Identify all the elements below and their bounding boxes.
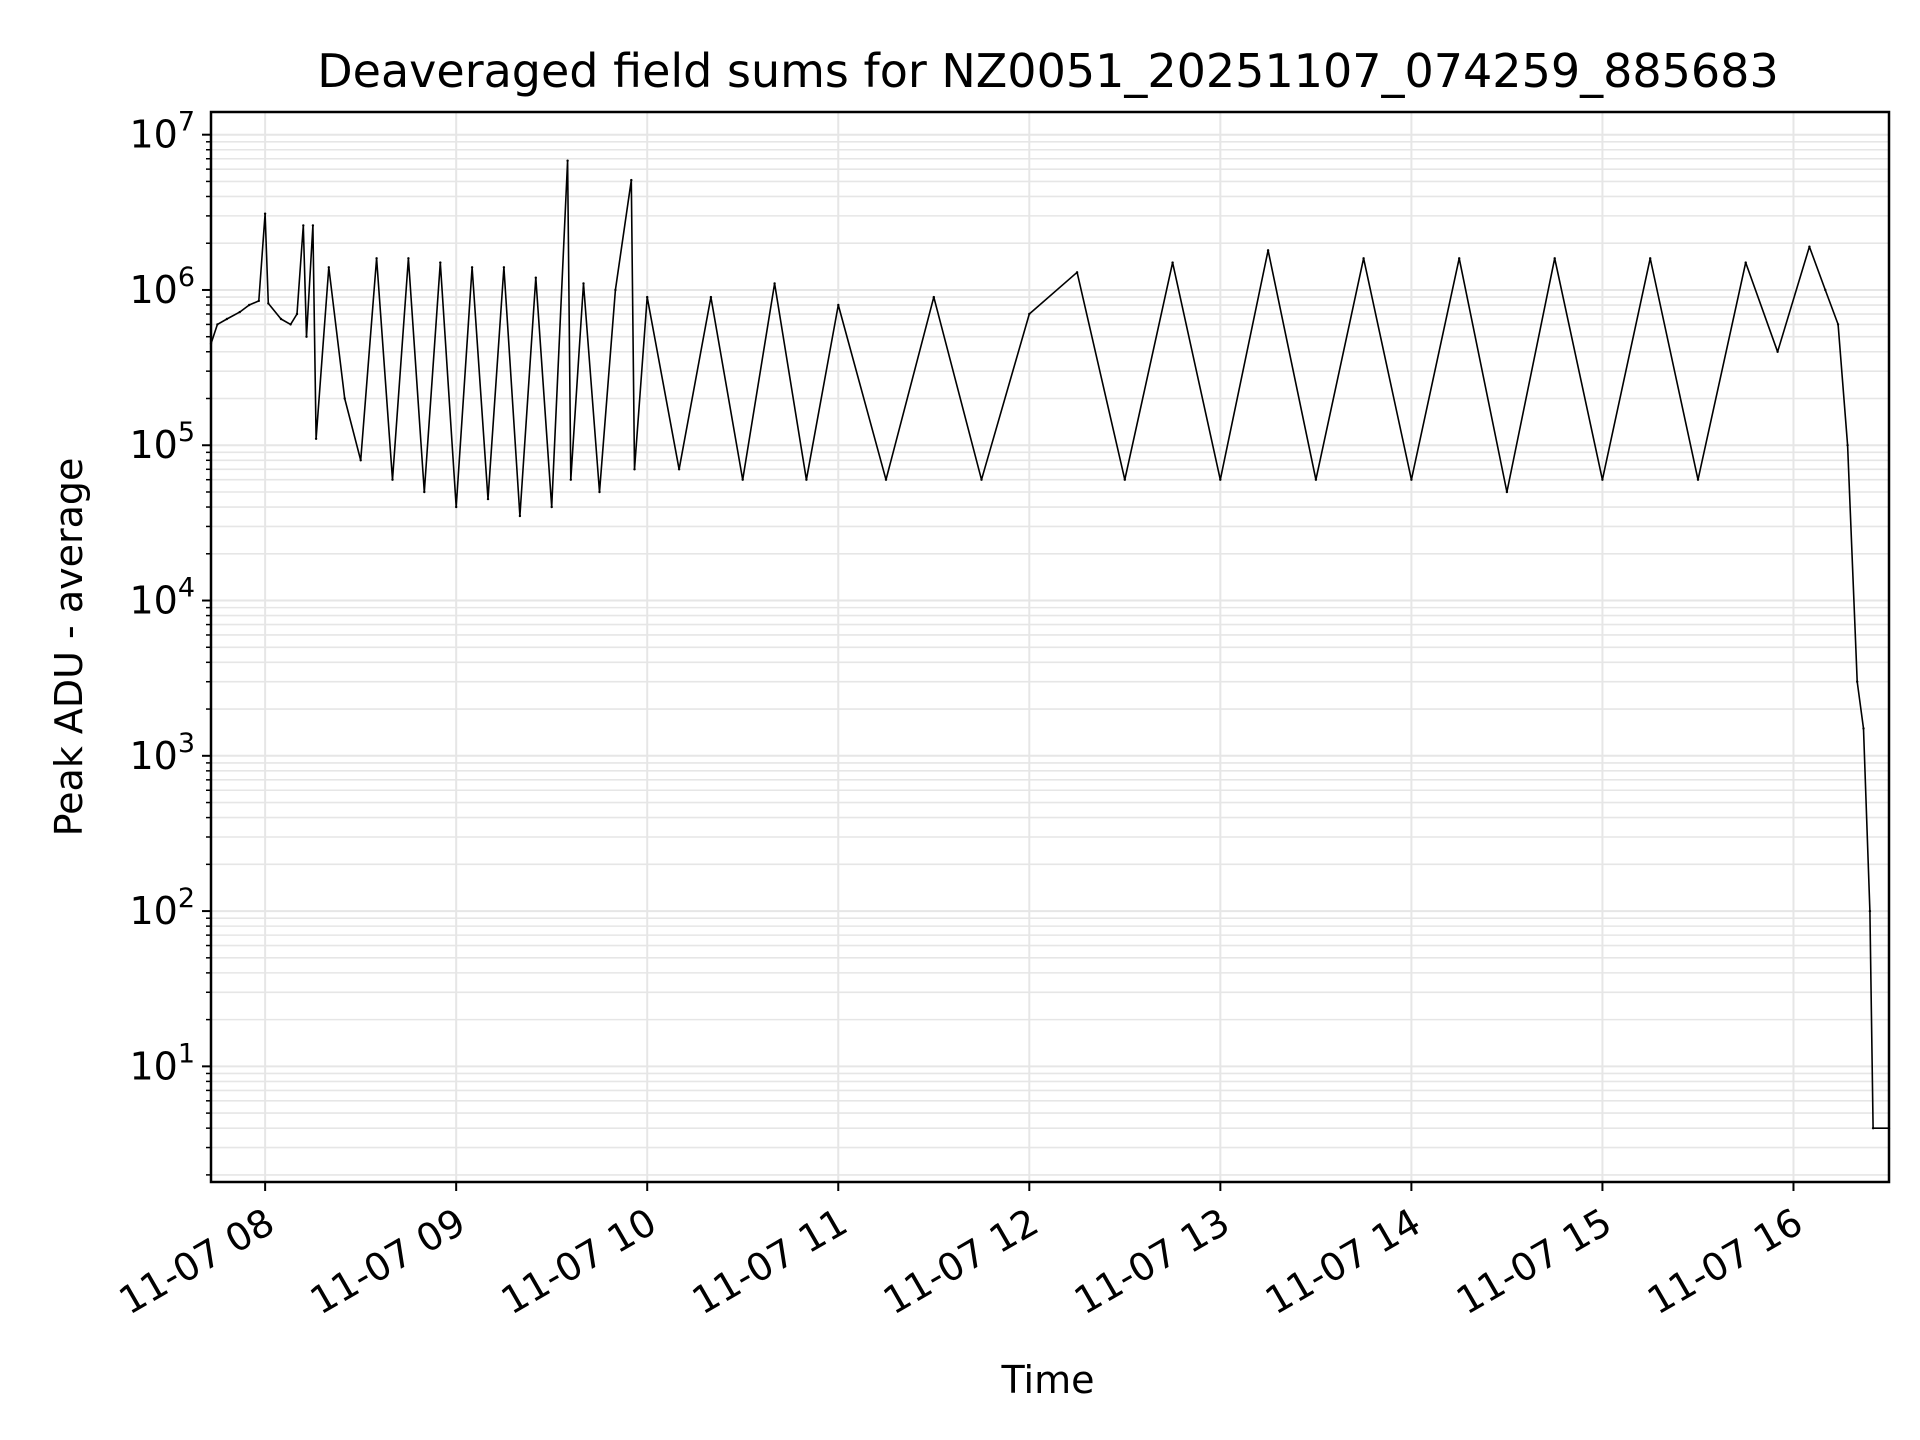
data-point [1846,444,1849,447]
data-point [1744,261,1747,264]
data-point [980,478,983,481]
data-point [884,478,888,481]
y-tick-label: 106 [129,262,195,312]
data-point [1314,478,1318,481]
data-point [569,478,572,481]
data-point [1601,478,1604,481]
data-point [582,282,585,285]
chart-title: Deaveraged field sums for NZ0051_2025110… [317,44,1778,98]
data-point [225,317,229,321]
data-point [1862,727,1865,730]
data-point [1505,490,1509,494]
data-point [359,459,362,462]
data-point [534,276,537,279]
data-point [677,468,681,471]
data-point [630,178,633,182]
grid [211,112,1889,1182]
data-point [327,266,330,269]
data-point [455,505,458,509]
data-point [295,312,299,316]
data-point [1871,1127,1875,1130]
data-point [709,295,713,299]
data-point [1776,350,1779,353]
data-point [248,303,251,307]
data-point [216,323,219,326]
data-point [267,302,270,305]
data-point [263,212,267,215]
data-point [566,159,569,162]
data-point [439,261,442,264]
data-point [1219,478,1222,481]
data-point [375,257,378,260]
y-tick-label: 107 [129,107,195,157]
data-point [1868,909,1872,913]
data-point [470,266,474,269]
data-point [598,490,601,494]
data-point [311,224,315,227]
data-point [741,478,744,481]
data-point [257,299,260,303]
data-point [1458,257,1461,260]
data-point [407,257,410,260]
data-point [837,303,840,307]
y-axis-label: Peak ADU - average [47,458,91,837]
data-point [773,282,776,285]
y-tick-label: 101 [129,1038,195,1088]
y-tick-label: 104 [129,573,195,623]
data-point [391,478,394,481]
y-tick-label: 103 [129,728,195,778]
data-point [1856,680,1859,683]
data-point [1410,478,1413,481]
data-point [314,437,318,440]
y-tick-label: 105 [129,417,195,467]
data-point [518,514,522,518]
data-point [805,478,808,481]
data-point [1553,257,1556,260]
data-point [1824,288,1827,292]
data-point [550,505,553,509]
data-point [486,497,490,501]
data-point [932,295,935,299]
data-point [238,310,241,314]
data-point [646,295,649,299]
data-point [1171,261,1174,264]
x-axis-label: Time [1001,1358,1095,1402]
data-point [1075,271,1079,274]
data-point [305,335,308,338]
data-point [302,224,305,227]
data-point [1836,323,1840,326]
y-tick-label: 102 [129,883,195,933]
data-point [289,323,292,326]
data-point [1362,257,1365,260]
data-point [1028,312,1031,316]
data-point [1649,257,1652,260]
data-point [502,266,506,269]
data-point [1266,249,1270,252]
data-point [343,397,346,400]
data-point [1696,478,1700,481]
data-point [633,468,636,471]
data-point [1808,245,1811,248]
data-point [614,288,617,292]
data-point [279,317,283,321]
data-point [1123,478,1127,481]
data-point [423,490,426,494]
